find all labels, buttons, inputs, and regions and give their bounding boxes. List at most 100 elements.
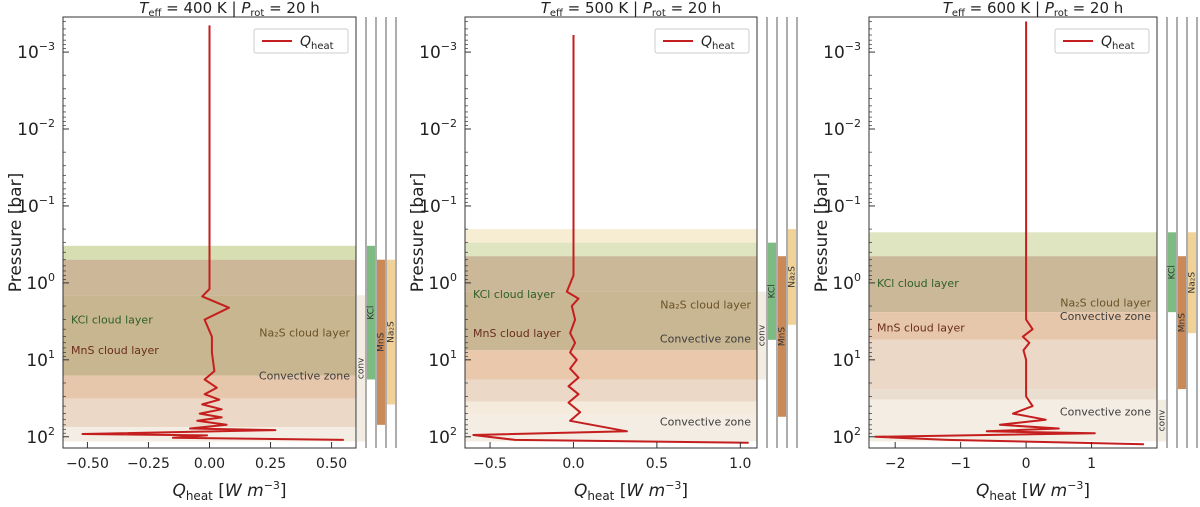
- strip-conv: [357, 295, 365, 442]
- y-axis-label: Pressure [bar]: [408, 173, 428, 292]
- cloud-band: [869, 339, 1157, 390]
- cloud-band: [63, 375, 356, 399]
- y-tick-label: 10−1: [823, 194, 861, 217]
- x-tick-label: −0.50: [66, 456, 109, 472]
- strip-label: KCl: [367, 306, 377, 320]
- y-tick-label: 10−3: [17, 40, 55, 63]
- x-axis-label: Qheat [W m−3]: [976, 479, 1090, 503]
- y-tick-label: 101: [26, 348, 55, 371]
- bands: [465, 229, 757, 442]
- y-tick-label: 10−3: [823, 40, 861, 63]
- legend-box: [1054, 28, 1150, 54]
- y-tick-label: 101: [832, 348, 861, 371]
- cloud-band: [869, 232, 1157, 257]
- cloud-band: [869, 312, 1157, 340]
- legend: Qheat: [1054, 28, 1150, 54]
- strip-label: MnS: [1178, 313, 1188, 332]
- annotation-label: Convective zone: [660, 415, 751, 428]
- y-axis-label: Pressure [bar]: [6, 173, 26, 292]
- annotation-label: Convective zone: [660, 333, 751, 346]
- annotation-label: KCl cloud layer: [473, 288, 555, 301]
- cloud-band: [465, 242, 757, 257]
- cloud-band: [869, 389, 1157, 400]
- strip-kcl: [1168, 232, 1176, 313]
- y-tick-label: 100: [428, 271, 457, 294]
- plot-frame: [868, 16, 1158, 449]
- y-axis-label: Pressure [bar]: [812, 173, 832, 292]
- x-tick-label: −0.5: [473, 456, 507, 472]
- strip-label: Na₂S: [788, 266, 798, 288]
- y-tick-label: 100: [26, 271, 55, 294]
- annotation-label: Na₂S cloud layer: [259, 326, 350, 339]
- y-tick-label: 10−2: [17, 117, 55, 140]
- strip-label: conv: [1158, 409, 1168, 431]
- strip-na2s: [788, 229, 796, 325]
- cloud-band: [465, 401, 757, 415]
- panel-600k: KCl cloud layer MnS cloud layer Na₂S cloud…: [812, 0, 1198, 503]
- strip-mns: [377, 259, 385, 425]
- cloud-band: [465, 291, 757, 351]
- cloud-band: [465, 229, 757, 243]
- legend: Qheat: [253, 28, 349, 54]
- cloud-band: [465, 256, 757, 292]
- annotation-label: MnS cloud layer: [877, 321, 965, 334]
- y-tick-label: 10−2: [823, 117, 861, 140]
- x-axis-label: Qheat [W m−3]: [172, 479, 286, 503]
- plot-frame: [464, 16, 758, 449]
- strip-label: conv: [758, 324, 768, 346]
- x-tick-label: 1.0: [729, 456, 751, 472]
- y-tick-label: 102: [26, 425, 55, 448]
- y-tick-label: 101: [428, 348, 457, 371]
- y-tick-label: 10−3: [419, 40, 457, 63]
- legend-label: Qheat: [1101, 34, 1135, 52]
- strip-label: Na₂S: [387, 321, 397, 343]
- annotation-label: Convective zone: [259, 370, 350, 383]
- annotation-label: Na₂S cloud layer: [1060, 297, 1151, 310]
- legend-box: [654, 28, 750, 54]
- y-tick-label: 102: [832, 425, 861, 448]
- x-tick-label: 0.5: [646, 456, 668, 472]
- strip-mns: [1178, 256, 1186, 390]
- x-axis-label: Qheat [W m−3]: [574, 479, 688, 503]
- strip-label: MnS: [778, 327, 788, 346]
- series-line-qheat: [472, 35, 749, 444]
- annotation-label: MnS cloud layer: [71, 344, 159, 357]
- x-tick-label: 1: [1087, 456, 1096, 472]
- y-tick-label: 100: [832, 271, 861, 294]
- strip-label: KCl: [768, 284, 778, 298]
- strip-label: conv: [357, 357, 367, 379]
- legend: Qheat: [654, 28, 750, 54]
- annotation-label: Convective zone: [1060, 406, 1151, 419]
- x-tick-label: −2: [885, 456, 906, 472]
- x-tick-label: 0.0: [562, 456, 584, 472]
- legend-label: Qheat: [300, 34, 334, 52]
- legend-label: Qheat: [701, 34, 735, 52]
- strip-kcl: [367, 245, 375, 380]
- panel-400k: KCl cloud layer MnS cloud layer Na₂S cloud…: [6, 0, 397, 503]
- x-tick-label: −1: [950, 456, 971, 472]
- x-tick-label: 0.50: [316, 456, 347, 472]
- cloud-band: [869, 256, 1157, 313]
- bands: [869, 232, 1157, 442]
- annotation-label: Na₂S cloud layer: [660, 298, 751, 311]
- y-tick-label: 102: [428, 425, 457, 448]
- strip-kcl: [768, 242, 776, 340]
- x-tick-label: 0: [1022, 456, 1031, 472]
- cloud-band: [63, 427, 356, 442]
- annotation-label: KCl cloud layer: [877, 277, 959, 290]
- strip-mns: [778, 256, 786, 417]
- x-tick-label: 0.25: [255, 456, 286, 472]
- strip-conv: [758, 291, 766, 380]
- strip-na2s: [387, 259, 395, 405]
- legend-box: [253, 28, 349, 54]
- strip-conv: [1158, 399, 1166, 442]
- panel-500k: KCl cloud layer MnS cloud layer Na₂S cloud…: [408, 0, 798, 503]
- y-tick-label: 10−2: [419, 117, 457, 140]
- series-line-qheat: [81, 25, 344, 441]
- annotation-label: KCl cloud layer: [71, 314, 153, 327]
- cloud-band: [63, 295, 356, 376]
- cloud-band: [465, 350, 757, 380]
- strip-label: Na₂S: [1188, 272, 1198, 294]
